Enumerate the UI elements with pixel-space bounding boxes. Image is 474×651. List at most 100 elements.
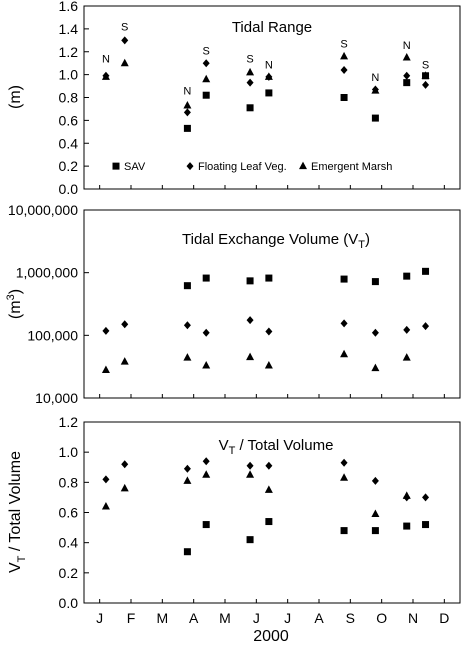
panel-title: Tidal Range bbox=[232, 19, 312, 36]
tide-annotation: S bbox=[246, 54, 253, 66]
plot-frame bbox=[83, 209, 461, 399]
sav-point bbox=[371, 278, 379, 286]
emergent-marsh-point bbox=[183, 101, 192, 109]
sav-point bbox=[246, 536, 254, 544]
floating-leaf-point bbox=[121, 36, 129, 45]
legend-entry-label: Emergent Marsh bbox=[311, 161, 392, 173]
tide-annotation: N bbox=[265, 59, 273, 71]
y-tick-label: 100,000 bbox=[27, 327, 78, 343]
panel-vt-total-volume: 0.0 0.2 0.4 0.6 0.8 1.0 1.2 VT / Total Volume VT… bbox=[7, 414, 461, 611]
floating-leaf-point bbox=[422, 322, 430, 331]
tide-annotation: N bbox=[403, 40, 411, 52]
sav-point bbox=[202, 91, 210, 99]
x-tick-label: F bbox=[127, 610, 136, 626]
floating-leaf-point bbox=[102, 326, 110, 335]
floating-leaf-point bbox=[265, 327, 273, 336]
emergent-marsh-point bbox=[120, 58, 129, 67]
emergent-marsh-point bbox=[120, 357, 129, 365]
tide-annotation: S bbox=[422, 59, 429, 71]
y-tick-label: 0.4 bbox=[59, 535, 79, 551]
emergent-marsh-point bbox=[421, 71, 430, 79]
y-tick-label: 10,000 bbox=[35, 390, 78, 406]
emergent-marsh-point bbox=[120, 483, 129, 492]
floating-leaf-point bbox=[102, 475, 110, 484]
panel-title: VT / Total Volume bbox=[219, 437, 334, 457]
emergent-marsh-point bbox=[264, 361, 273, 369]
panel-tidal-exchange-volume: 10,000 100,000 1,000,000 10,000,000 Tidal Ex… bbox=[5, 202, 461, 406]
floating-leaf-point bbox=[340, 319, 348, 328]
x-tick-label: J bbox=[96, 610, 103, 626]
y-tick-label: 0.8 bbox=[59, 474, 79, 490]
legend-entry-label: Floating Leaf Veg. bbox=[198, 161, 287, 173]
sav-point bbox=[403, 522, 411, 530]
sav-point bbox=[202, 521, 210, 529]
y-tick-label: 0.2 bbox=[59, 158, 79, 174]
tide-annotation: N bbox=[371, 72, 379, 84]
emergent-marsh-point bbox=[202, 470, 211, 478]
floating-leaf-point bbox=[202, 457, 210, 466]
emergent-marsh-point bbox=[340, 473, 349, 481]
sav-point bbox=[403, 272, 411, 280]
floating-leaf-point bbox=[183, 321, 191, 330]
sav-point bbox=[265, 518, 273, 526]
floating-leaf-point bbox=[121, 460, 129, 469]
sav-point bbox=[183, 124, 191, 132]
x-tick-label: O bbox=[376, 610, 387, 626]
emergent-marsh-point bbox=[101, 365, 110, 373]
legend-sav-swatch bbox=[112, 162, 120, 170]
y-axis-title: VT / Total Volume bbox=[7, 451, 28, 573]
panel-tidal-range: 0.0 0.2 0.4 0.6 0.8 1.0 1.2 1.4 1.6 Tidal Range (m… bbox=[7, 0, 461, 197]
y-tick-label: 1,000,000 bbox=[16, 265, 78, 281]
emergent-marsh-point bbox=[246, 352, 255, 361]
emergent-marsh-point bbox=[371, 86, 380, 94]
emergent-marsh-point bbox=[402, 353, 411, 361]
sav-point bbox=[422, 521, 430, 529]
emergent-marsh-point bbox=[202, 74, 211, 83]
emergent-marsh-point bbox=[264, 485, 273, 493]
floating-leaf-point bbox=[403, 71, 411, 80]
sav-point bbox=[246, 104, 254, 112]
y-tick-label: 1.2 bbox=[59, 414, 79, 430]
floating-leaf-point bbox=[422, 80, 430, 89]
x-tick-label: A bbox=[314, 610, 324, 626]
y-tick-label: 0.6 bbox=[59, 112, 79, 128]
x-tick-label: A bbox=[189, 610, 199, 626]
x-axis-title: 2000 bbox=[253, 628, 289, 645]
tide-annotation: S bbox=[203, 46, 210, 58]
y-tick-label: 1.4 bbox=[59, 21, 79, 37]
floating-leaf-point bbox=[202, 59, 210, 68]
floating-leaf-point bbox=[422, 493, 430, 502]
sav-point bbox=[246, 277, 254, 285]
y-tick-label: 1.2 bbox=[59, 44, 79, 60]
x-tick-label: M bbox=[156, 610, 168, 626]
tide-annotation: S bbox=[121, 22, 128, 34]
y-tick-label: 1.0 bbox=[59, 444, 79, 460]
legend-entry-label: SAV bbox=[124, 161, 146, 173]
sav-point bbox=[265, 89, 273, 97]
y-tick-label: 0.4 bbox=[59, 135, 79, 151]
sav-point bbox=[340, 275, 348, 283]
legend-floating-leaf-swatch bbox=[186, 162, 194, 171]
sav-point bbox=[265, 274, 273, 282]
y-tick-label: 0.0 bbox=[59, 595, 79, 611]
sav-point bbox=[202, 274, 210, 282]
floating-leaf-point bbox=[371, 476, 379, 485]
legend-emergent-marsh-swatch bbox=[299, 161, 307, 170]
emergent-marsh-point bbox=[371, 509, 380, 518]
emergent-marsh-point bbox=[101, 72, 110, 80]
emergent-marsh-point bbox=[371, 363, 380, 372]
floating-leaf-point bbox=[340, 66, 348, 75]
y-tick-label: 10,000,000 bbox=[8, 202, 78, 218]
y-axis-title: (m3) bbox=[5, 289, 24, 319]
emergent-marsh-point bbox=[246, 67, 255, 76]
sav-point bbox=[183, 282, 191, 290]
floating-leaf-point bbox=[371, 328, 379, 337]
y-tick-label: 0.2 bbox=[59, 565, 79, 581]
emergent-marsh-point bbox=[340, 349, 349, 358]
emergent-marsh-point bbox=[340, 51, 349, 60]
y-tick-label: 0.6 bbox=[59, 505, 79, 521]
sav-point bbox=[371, 527, 379, 535]
sav-point bbox=[422, 267, 430, 275]
x-tick-label: D bbox=[439, 610, 449, 626]
